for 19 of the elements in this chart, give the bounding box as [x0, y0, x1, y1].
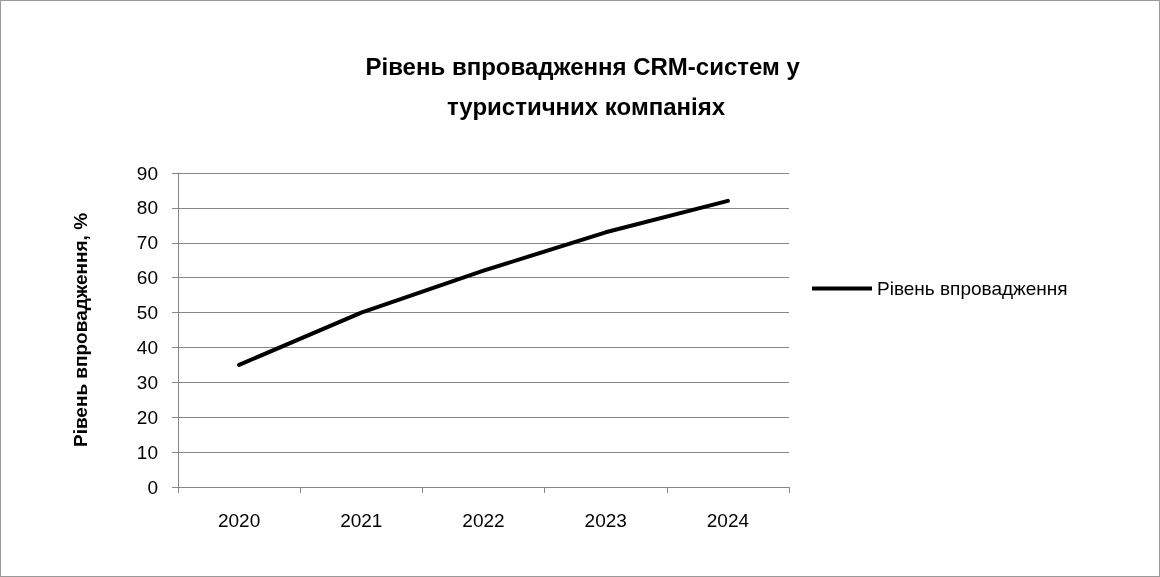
- y-tick-label: 0: [147, 476, 158, 498]
- y-tick-label: 50: [136, 302, 158, 324]
- x-tick-label: 2021: [340, 510, 383, 531]
- x-tick-label: 2024: [706, 510, 750, 531]
- x-tick-label: 2022: [462, 510, 505, 531]
- y-tick-label: 30: [136, 371, 158, 393]
- y-tick-label: 60: [136, 267, 158, 289]
- y-tick-label: 10: [136, 441, 158, 463]
- x-tick-label: 2020: [217, 510, 261, 531]
- line-series: [237, 198, 730, 367]
- x-tick-label: 2023: [584, 510, 627, 531]
- legend-label: Рівень впровадження: [877, 278, 1068, 299]
- y-tick-label: 90: [136, 162, 158, 184]
- y-axis-title: Рівень впровадження, %: [70, 212, 91, 448]
- y-tick-label: 80: [136, 197, 158, 219]
- y-tick-label: 70: [136, 232, 158, 254]
- y-tick-label: 20: [136, 406, 158, 428]
- y-tick-label: 40: [136, 336, 158, 358]
- chart-title: Рівень впровадження CRM-систем у туристичних компаніях: [365, 52, 807, 120]
